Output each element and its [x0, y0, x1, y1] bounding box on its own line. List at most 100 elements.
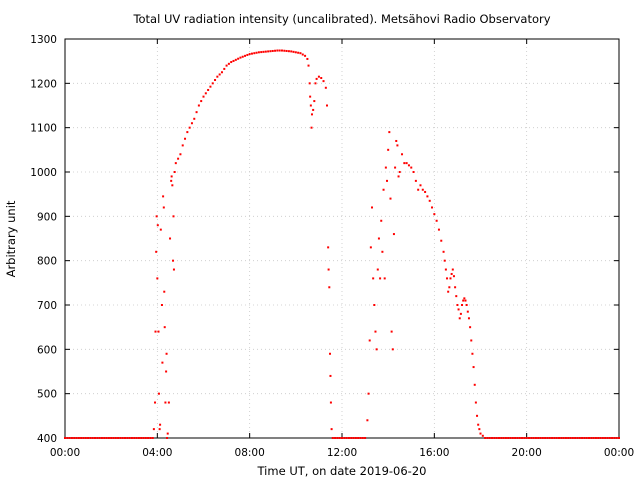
data-point: [290, 50, 293, 53]
y-tick-label: 1200: [30, 78, 57, 90]
data-point: [234, 58, 237, 61]
data-point: [204, 92, 207, 95]
data-point: [387, 148, 390, 151]
data-point: [260, 51, 263, 54]
data-point: [334, 437, 337, 439]
data-point: [327, 268, 330, 271]
data-point: [166, 437, 169, 439]
data-point: [488, 437, 491, 439]
data-point: [135, 437, 138, 439]
data-point: [156, 277, 159, 280]
data-point: [390, 330, 393, 333]
data-point: [165, 352, 168, 355]
data-point: [163, 326, 166, 329]
data-point: [315, 77, 318, 80]
data-point: [174, 162, 177, 165]
data-point: [70, 437, 73, 439]
data-point: [307, 64, 310, 67]
data-point: [615, 437, 618, 439]
data-point: [484, 437, 487, 439]
data-point: [391, 348, 394, 351]
data-point: [459, 312, 462, 315]
data-point: [329, 374, 332, 377]
data-point: [417, 188, 420, 191]
data-point: [114, 437, 117, 439]
data-point: [177, 157, 180, 160]
data-point: [292, 50, 295, 53]
data-point: [246, 53, 249, 56]
data-point: [454, 286, 457, 289]
data-point: [181, 144, 184, 147]
data-point: [592, 437, 595, 439]
data-point: [276, 49, 279, 52]
data-point: [107, 437, 110, 439]
data-point: [241, 55, 244, 58]
plot-frame: [64, 38, 620, 439]
x-tick-label: 16:00: [419, 447, 449, 459]
data-point: [527, 437, 530, 439]
data-point: [403, 162, 406, 165]
data-point: [216, 75, 219, 78]
data-point: [121, 437, 124, 439]
data-point: [473, 383, 476, 386]
data-point: [173, 171, 176, 173]
data-point: [514, 437, 517, 439]
data-point: [195, 111, 198, 114]
data-point: [89, 437, 92, 439]
data-point: [280, 49, 283, 52]
data-point: [463, 297, 466, 300]
data-point: [377, 237, 380, 240]
data-point: [96, 437, 99, 439]
x-tick-labels: 00:00 04:00 08:00 12:00 16:00 20:00 00:00: [50, 447, 634, 459]
data-point: [149, 437, 152, 439]
data-point: [160, 304, 163, 306]
data-point: [476, 414, 479, 417]
data-point: [388, 131, 391, 134]
data-point: [184, 137, 187, 140]
data-point: [410, 166, 413, 169]
data-points: [64, 49, 620, 439]
data-point: [159, 423, 162, 426]
data-point: [380, 219, 383, 222]
data-point: [478, 428, 481, 431]
data-point: [583, 437, 586, 439]
data-point: [169, 237, 172, 240]
data-point: [326, 104, 328, 107]
x-tick-label: 08:00: [235, 447, 265, 459]
data-point: [389, 197, 392, 200]
data-point: [553, 437, 556, 439]
data-point: [451, 268, 454, 271]
data-point: [329, 352, 331, 355]
data-point: [110, 437, 113, 439]
data-point: [152, 428, 155, 431]
data-point: [464, 299, 467, 302]
data-point: [327, 246, 330, 249]
data-point: [347, 437, 350, 439]
data-point: [294, 51, 297, 54]
data-point: [343, 437, 346, 439]
data-point: [426, 195, 429, 198]
data-point: [190, 122, 193, 125]
data-point: [618, 437, 620, 439]
data-point: [516, 437, 519, 439]
data-point: [66, 437, 69, 439]
data-point: [581, 437, 584, 439]
data-point: [396, 144, 399, 147]
data-point: [414, 179, 417, 182]
x-tick-label: 00:00: [604, 447, 634, 459]
data-point: [166, 432, 169, 435]
data-point: [151, 437, 154, 439]
data-point: [257, 51, 260, 54]
data-point: [373, 304, 376, 306]
data-point: [274, 49, 277, 52]
data-point: [361, 437, 364, 439]
data-point: [392, 233, 395, 236]
data-point: [239, 56, 242, 59]
data-point: [338, 437, 341, 439]
data-point: [314, 82, 317, 85]
data-point: [457, 308, 460, 311]
data-point: [250, 52, 253, 55]
data-point: [379, 277, 382, 280]
data-point: [164, 401, 167, 404]
data-point: [155, 215, 158, 218]
